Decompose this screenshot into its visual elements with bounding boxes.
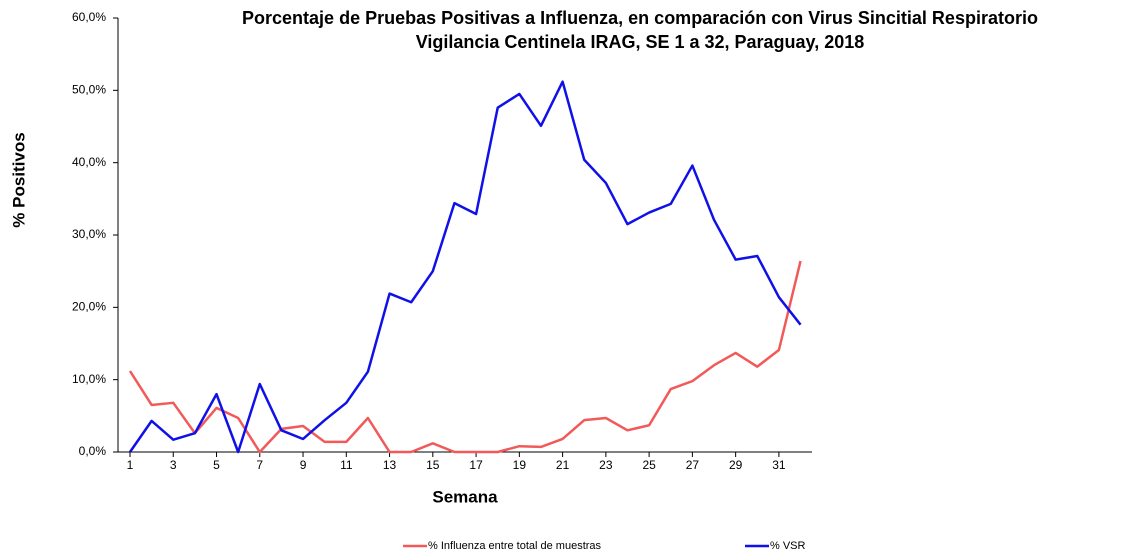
legend-label: % VSR xyxy=(770,540,806,552)
x-tick-label: 15 xyxy=(426,458,440,472)
x-tick-label: 25 xyxy=(642,458,656,472)
y-tick-label: 50,0% xyxy=(72,83,106,97)
x-tick-label: 21 xyxy=(556,458,570,472)
y-tick-label: 30,0% xyxy=(72,227,106,241)
x-tick-label: 1 xyxy=(127,458,134,472)
y-tick-label: 60,0% xyxy=(72,10,106,24)
y-tick-label: 10,0% xyxy=(72,372,106,386)
x-tick-label: 27 xyxy=(686,458,700,472)
x-tick-label: 7 xyxy=(256,458,263,472)
x-tick-label: 3 xyxy=(170,458,177,472)
x-axis-title: Semana xyxy=(432,487,498,506)
x-tick-label: 5 xyxy=(213,458,220,472)
x-tick-label: 17 xyxy=(469,458,483,472)
series-line xyxy=(128,260,802,454)
x-tick-label: 13 xyxy=(383,458,397,472)
x-tick-label: 19 xyxy=(513,458,527,472)
x-tick-label: 9 xyxy=(300,458,307,472)
x-tick-label: 11 xyxy=(340,458,353,472)
y-axis-title: % Positivos xyxy=(9,132,28,227)
chart-subtitle: Vigilancia Centinela IRAG, SE 1 a 32, Pa… xyxy=(416,32,865,52)
x-tick-label: 31 xyxy=(772,458,786,472)
y-tick-label: 0,0% xyxy=(79,444,107,458)
series-line xyxy=(128,80,802,454)
legend-label: % Influenza entre total de muestras xyxy=(428,540,602,552)
y-tick-label: 40,0% xyxy=(72,155,106,169)
chart-title: Porcentaje de Pruebas Positivas a Influe… xyxy=(242,8,1038,28)
x-tick-label: 23 xyxy=(599,458,613,472)
y-tick-label: 20,0% xyxy=(72,300,106,314)
x-tick-label: 29 xyxy=(729,458,743,472)
